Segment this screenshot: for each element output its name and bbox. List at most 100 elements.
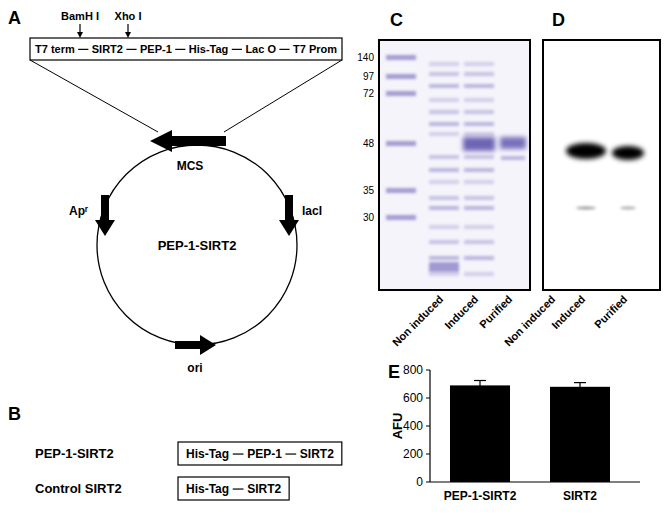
dash [233, 453, 244, 454]
dash [279, 49, 289, 50]
chain: T7 termSIRT2PEP-1His-TagLac OT7 Prom [35, 43, 337, 55]
panel-label: C [390, 10, 403, 30]
gel-band [464, 62, 494, 66]
bars [450, 381, 610, 483]
gel-band [429, 110, 459, 114]
feature-arrow [150, 130, 226, 152]
y-tick [426, 398, 430, 399]
gel-band [429, 262, 459, 272]
lane-label: Purified [592, 293, 629, 330]
dash [233, 488, 244, 489]
feature-arrow [95, 195, 115, 236]
gel-frame [379, 40, 530, 290]
chain-part: His-Tag [189, 43, 229, 55]
chain: His-TagPEP-1SIRT2 [186, 447, 334, 461]
lane-label: Purified [477, 293, 514, 330]
panel-label: E [388, 362, 400, 382]
chain-part: His-Tag [186, 447, 229, 461]
marker-band [386, 91, 416, 96]
construct-box [178, 477, 289, 500]
cassette-box [30, 38, 342, 60]
dash [78, 49, 88, 50]
marker-label: 48 [363, 138, 375, 149]
y-tick-label: 600 [403, 391, 423, 405]
dash [175, 49, 185, 50]
lane-label: Induced [442, 293, 480, 331]
dash [232, 49, 242, 50]
y-tick [426, 482, 430, 483]
feature-label: ori [187, 361, 202, 375]
gel-band [429, 256, 459, 260]
x-tick-label: SIRT2 [563, 489, 597, 503]
y-tick-label: 400 [403, 419, 423, 433]
gel-band [429, 72, 459, 76]
connector [224, 60, 342, 132]
gel-band [464, 72, 494, 76]
marker-band [386, 74, 416, 79]
gel-band [464, 122, 494, 126]
gel-band [429, 62, 459, 66]
error-bar [474, 381, 486, 391]
marker-band [386, 55, 416, 60]
site-arrow [127, 24, 128, 33]
error-line [479, 381, 480, 391]
gel-band-strong [463, 137, 495, 151]
lane-label: Non induced [390, 293, 446, 349]
blot-band [566, 143, 606, 159]
figure: ABCDEBamH IXho IT7 termSIRT2PEP-1His-Tag… [0, 0, 667, 519]
feature-label: lacI [302, 204, 322, 218]
plasmid-circle [97, 145, 297, 345]
panel-label: D [552, 10, 565, 30]
bar [550, 387, 610, 482]
gel-band [464, 110, 494, 114]
chain: His-TagSIRT2 [186, 482, 281, 496]
gel-band [464, 98, 494, 102]
gel-band [429, 132, 459, 136]
connector [30, 60, 158, 132]
feature-arrow [175, 335, 216, 355]
gel-band [429, 206, 459, 210]
y-tick-label: 800 [403, 363, 423, 377]
restriction-site: Xho I [115, 10, 142, 22]
gel-band [429, 180, 459, 184]
plasmid-name: PEP-1-SIRT2 [158, 238, 237, 253]
marker-band [386, 188, 416, 193]
construct-name: PEP-1-SIRT2 [35, 446, 114, 461]
gel-band [501, 156, 525, 160]
error-line [579, 383, 580, 391]
chain-part: T7 Prom [293, 43, 337, 55]
marker-label: 35 [363, 185, 375, 196]
gel-band [429, 98, 459, 102]
x-tick-label: PEP-1-SIRT2 [444, 489, 517, 503]
dash [285, 453, 296, 454]
marker-label: 30 [363, 212, 375, 223]
marker-label: 97 [363, 71, 375, 82]
error-cap [474, 380, 486, 381]
lane-label: Induced [549, 293, 587, 331]
gel-band [464, 168, 494, 172]
construct-name: Control SIRT2 [35, 481, 122, 496]
blot-band [612, 146, 644, 160]
y-tick [426, 454, 430, 455]
gel-band [464, 84, 494, 88]
chain-part: PEP-1 [140, 43, 172, 55]
gel-band [429, 168, 459, 172]
lane-label: Non induced [502, 293, 558, 349]
feature-label: MCS [177, 159, 204, 173]
gel-band [464, 240, 494, 244]
error-bar [574, 383, 586, 391]
y-tick-label: 0 [416, 475, 423, 489]
gel-band [464, 256, 494, 260]
gel-band [464, 196, 494, 200]
site-arrowhead [77, 32, 83, 38]
chain-part: SIRT2 [247, 482, 281, 496]
marker-band [386, 141, 416, 146]
gel-band [429, 155, 459, 159]
gel-band [429, 196, 459, 200]
gel-band [464, 132, 494, 136]
chain-part: PEP-1 [247, 447, 282, 461]
gel-band-strong [500, 137, 526, 149]
gel-band [429, 272, 459, 276]
chain-part: SIRT2 [92, 43, 123, 55]
marker-label: 140 [357, 52, 374, 63]
